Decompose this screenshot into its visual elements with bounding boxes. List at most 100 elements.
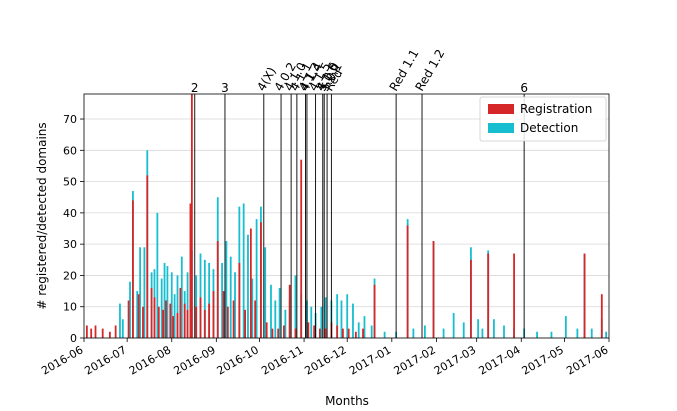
registration-bar (101, 328, 104, 338)
registration-bar (176, 312, 179, 338)
registration-bar (238, 262, 241, 338)
registration-bar (195, 306, 198, 338)
detection-bar (357, 322, 360, 338)
registration-bar (216, 241, 219, 338)
x-tick-label: 2016-12 (302, 343, 348, 377)
registration-bar (142, 306, 144, 338)
registration-bar (354, 331, 357, 338)
registration-bar (470, 259, 472, 338)
registration-bar (189, 203, 192, 338)
registration-bar (313, 325, 316, 338)
registration-bar (254, 300, 257, 338)
registration-bar (277, 328, 280, 338)
detection-bar (234, 272, 236, 338)
registration-bar (199, 297, 202, 338)
registration-bar (318, 328, 321, 338)
detection-bar (336, 294, 339, 338)
registration-bar (232, 300, 235, 338)
detection-bar (166, 266, 169, 338)
y-tick-label: 40 (63, 207, 77, 220)
x-tick-label: 2017-06 (564, 343, 610, 377)
registration-bar (190, 94, 193, 338)
detection-bar (423, 325, 426, 338)
detection-bar (163, 262, 166, 338)
registration-bar (347, 328, 350, 338)
registration-bar (162, 309, 165, 338)
registration-bar (208, 303, 211, 338)
registration-bar (150, 287, 153, 338)
legend-registration-label: Registration (520, 102, 592, 116)
registration-bar (157, 306, 160, 338)
detection-bar (284, 309, 287, 338)
y-tick-label: 10 (63, 301, 77, 314)
registration-bar (583, 253, 586, 338)
detection-bar (274, 300, 277, 338)
detection-bar (156, 212, 159, 338)
registration-bar (132, 200, 134, 338)
registration-bar (336, 325, 339, 338)
detection-bar (383, 331, 386, 338)
detection-bar (208, 262, 211, 338)
detection-bar (121, 319, 124, 338)
detection-bar (310, 306, 313, 338)
registration-bar (283, 325, 285, 338)
detection-bar (294, 275, 297, 338)
registration-bar (271, 328, 274, 338)
detection-bar (452, 312, 455, 338)
detection-bar (229, 256, 232, 338)
detection-bar (493, 319, 495, 338)
plot-frame (83, 93, 610, 339)
legend-detection-swatch (488, 123, 514, 133)
legend: Registration Detection (479, 96, 607, 142)
detection-bar (242, 203, 245, 338)
registration-bar (373, 284, 376, 338)
detection-bar (503, 325, 505, 338)
registration-bar (108, 331, 111, 338)
x-axis-label: Months (325, 394, 369, 408)
registration-bar (513, 253, 515, 338)
registration-bar (307, 322, 310, 338)
registration-bar (600, 294, 603, 338)
detection-bar (203, 259, 206, 338)
registration-bar (172, 316, 175, 338)
registration-bar (288, 284, 291, 338)
detection-bar (270, 284, 272, 338)
release-label: 6 (520, 81, 528, 95)
legend-registration-swatch (488, 104, 514, 114)
x-tick-label: 2016-06 (39, 343, 85, 377)
x-tick-label: 2016-10 (215, 343, 261, 377)
registration-bar (179, 287, 182, 338)
registration-bar (222, 291, 225, 338)
detection-bar (340, 300, 343, 338)
registration-bar (362, 328, 364, 338)
x-tick-label: 2017-04 (476, 343, 522, 377)
detection-bar (278, 287, 281, 338)
registration-bar (294, 328, 297, 338)
x-axis-ticks: 2016-062016-072016-082016-092016-102016-… (39, 338, 611, 378)
detection-bar (352, 303, 354, 338)
registration-bar (183, 303, 186, 338)
registration-bar (90, 328, 93, 338)
registration-bars (85, 94, 603, 338)
detection-bar (186, 272, 189, 338)
x-tick-label: 2017-02 (392, 343, 438, 377)
registration-bar (186, 309, 189, 338)
detection-bar (477, 319, 480, 338)
detection-bar (173, 294, 176, 338)
detection-bar (129, 281, 131, 338)
detection-bar (170, 272, 173, 338)
y-tick-label: 50 (63, 176, 77, 189)
x-tick-label: 2016-11 (259, 343, 305, 377)
y-tick-label: 20 (63, 269, 77, 282)
detection-bar (221, 262, 223, 338)
detection-bar (264, 247, 267, 338)
x-tick-label: 2017-03 (432, 343, 478, 377)
y-tick-label: 0 (70, 332, 77, 345)
detection-bar (442, 328, 445, 338)
x-tick-label: 2016-08 (127, 343, 173, 377)
registration-bar (153, 297, 156, 338)
release-label: 2 (191, 81, 199, 95)
release-markers: 2 3 4(X)4.0.24.1.04.1.14.1.34.1.44.1.54.1.… (191, 47, 528, 338)
x-tick-label: 2017-05 (520, 343, 566, 377)
